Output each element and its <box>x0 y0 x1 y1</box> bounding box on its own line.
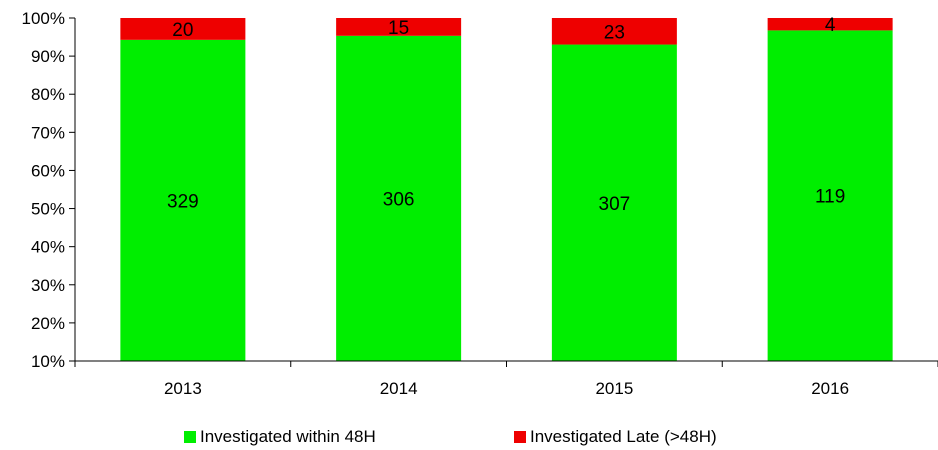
legend-item-late: Investigated Late (>48H) <box>514 424 717 450</box>
legend-item-within-48h: Investigated within 48H <box>184 424 376 450</box>
data-label-within-48h-2013: 329 <box>167 191 199 212</box>
y-tick-label: 20% <box>31 314 65 333</box>
bar-late-2013 <box>120 18 246 40</box>
x-tick-label-2014: 2014 <box>380 379 418 398</box>
legend: Investigated within 48H Investigated Lat… <box>0 424 938 450</box>
y-tick-label: 30% <box>31 276 65 295</box>
data-label-late-2013: 20 <box>172 20 193 41</box>
y-tick-label: 80% <box>31 85 65 104</box>
data-label-within-48h-2015: 307 <box>599 194 631 215</box>
y-tick-label: 40% <box>31 238 65 257</box>
x-tick-label-2015: 2015 <box>595 379 633 398</box>
axes-group: 2013 2014 2015 201610%20%30%40%50%60%70%80%… <box>22 9 938 398</box>
y-tick-label: 60% <box>31 161 65 180</box>
bar-within-48h-2015 <box>551 44 677 362</box>
legend-swatch-late <box>514 431 526 443</box>
data-label-within-48h-2014: 306 <box>383 189 415 210</box>
legend-swatch-within-48h <box>184 431 196 443</box>
y-tick-label: 100% <box>22 9 65 28</box>
x-tick-label-2013: 2013 <box>164 379 202 398</box>
data-labels-group: 329 20 306 15 307 23 119 4 <box>167 15 845 215</box>
bar-late-2016 <box>767 18 893 31</box>
bar-within-48h-2013 <box>120 39 246 361</box>
y-tick-label: 10% <box>31 352 65 371</box>
bar-late-2014 <box>336 18 462 36</box>
bar-late-2015 <box>551 18 677 45</box>
data-label-late-2014: 15 <box>388 18 409 39</box>
y-tick-label: 50% <box>31 200 65 219</box>
bar-within-48h-2016 <box>767 30 893 361</box>
legend-label-late: Investigated Late (>48H) <box>530 427 717 446</box>
stacked-percent-bar-chart: 329 20 306 15 307 23 119 4 2013 2014 2015 2016 10% 2… <box>22 9 938 398</box>
legend-label-within-48h: Investigated within 48H <box>200 427 376 446</box>
x-tick-label-2016: 2016 <box>811 379 849 398</box>
y-tick-label: 70% <box>31 123 65 142</box>
bar-within-48h-2014 <box>336 35 462 361</box>
bars-group <box>120 18 893 362</box>
data-label-late-2015: 23 <box>604 22 625 43</box>
data-label-late-2016: 4 <box>825 15 836 36</box>
y-tick-label: 90% <box>31 47 65 66</box>
data-label-within-48h-2016: 119 <box>815 187 845 208</box>
